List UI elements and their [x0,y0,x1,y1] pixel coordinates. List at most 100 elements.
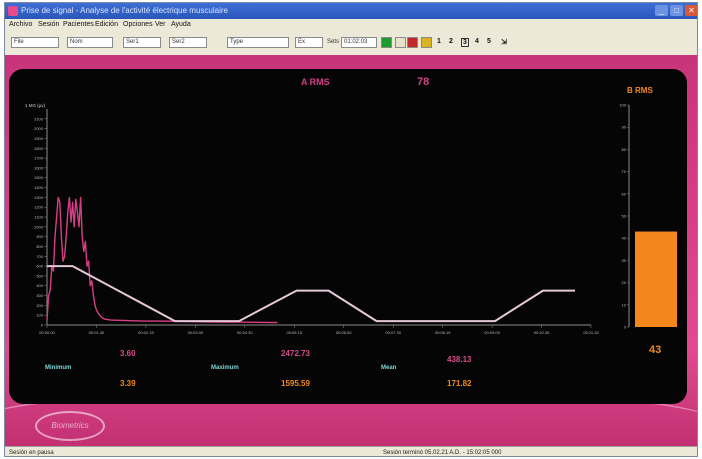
x-tick-label: 00:07.30 [385,330,401,335]
gauge-tick-label: 100 [619,103,626,108]
gauge-tick-label: 80 [622,147,627,152]
mode-select[interactable]: Ex [295,37,323,48]
stat-row1-max: 2472.73 [281,349,310,358]
sets-label: Sets [327,39,340,45]
y-tick-label: 0 [41,323,44,328]
y-tick-label: 1300 [34,195,44,200]
y-tick-label: 100 [36,313,43,318]
title-bar: Prise de signal - Analyse de l'activité … [5,3,697,19]
y-axis-label: 1 MG (µv) [25,103,46,108]
a-rms-value: 78 [417,76,429,88]
gauge-tick-label: 0 [624,325,627,330]
stat-row2-min: 3.39 [120,379,136,388]
x-tick-label: 00:10.30 [534,330,550,335]
x-tick-label: 00:09.00 [484,330,500,335]
y-tick-label: 200 [36,303,43,308]
y-tick-label: 1000 [34,224,44,229]
gauge-tick-label: 10 [622,302,627,307]
gauge-tick-label: 60 [622,191,627,196]
menu-edicion[interactable]: Edición [95,21,118,28]
y-tick-label: 400 [36,283,43,288]
gauge-tick-label: 50 [622,214,627,219]
stat-row1-min: 3.60 [120,349,136,358]
record-button[interactable] [421,37,432,48]
menu-bar: Archivo Sesión Pacientes Edición Opcione… [5,19,697,31]
gauge-tick-label: 40 [622,236,627,241]
x-tick-label: 00:08.15 [435,330,451,335]
sets-field[interactable]: 01:02:03 [341,37,377,48]
stop-button[interactable] [407,37,418,48]
gauge-bar [635,231,677,327]
series1-field[interactable]: Ser1 [123,37,161,48]
channel-2-button[interactable]: 2 [449,38,453,45]
channel-1-button[interactable]: 1 [437,38,441,45]
close-button[interactable]: ✕ [685,5,697,16]
play-button[interactable] [381,37,392,48]
name-field[interactable]: Nom [67,37,113,48]
x-tick-label: 00:05.15 [286,330,302,335]
y-tick-label: 1600 [34,165,44,170]
menu-ayuda[interactable]: Ayuda [171,21,191,28]
gauge-value-label: 43 [649,344,661,356]
y-tick-label: 1500 [34,175,44,180]
chart-panel: A RMS 78 B RMS 1 MG (µv) 0 100 200 300 400 500 60… [9,69,687,404]
y-tick-label: 500 [36,273,43,278]
x-tick-label: 00:00.00 [39,330,55,335]
file-field[interactable]: File [11,37,59,48]
y-tick-label: 800 [36,244,43,249]
minimize-button[interactable]: _ [655,5,668,16]
y-tick-label: 600 [36,264,43,269]
channel-5-button[interactable]: 5 [487,38,491,45]
x-tick-label: 00:02.15 [138,330,154,335]
gauge-tick-label: 90 [622,125,627,130]
y-tick-label: 1800 [34,146,44,151]
status-center: Sesión terminó 05.02.21 A.D. - 15:02:05 … [383,450,502,456]
y-tick-label: 1100 [34,215,43,220]
window-title: Prise de signal - Analyse de l'activité … [21,6,228,15]
y-tick-label: 1400 [34,185,44,190]
y-tick-label: 2100 [34,116,44,121]
menu-opciones[interactable]: Opciones [123,21,153,28]
stat-row2-max: 1595.59 [281,379,310,388]
label-minimum: Minimum [45,365,72,371]
stat-row1-mean: 438.13 [447,355,472,364]
x-tick-label: 00:04.30 [237,330,253,335]
x-tick-label: 00:06.00 [336,330,352,335]
status-left: Sesión en pausa [9,450,54,456]
y-tick-label: 1200 [34,205,44,210]
y-tick-label: 900 [36,234,43,239]
menu-ver[interactable]: Ver [155,21,166,28]
b-rms-label: B RMS [627,86,653,95]
label-maximum: Maximum [211,365,239,371]
pin-icon[interactable]: ⇲ [501,39,507,46]
x-tick-label: 00:11.15 [583,330,599,335]
stat-row2-mean: 171.82 [447,379,472,388]
series2-field[interactable]: Ser2 [169,37,207,48]
y-tick-label: 300 [36,293,43,298]
label-mean: Mean [381,365,397,371]
brand-logo: Biometrics [35,411,105,441]
y-tick-label: 2000 [34,126,44,131]
gauge-tick-label: 20 [622,280,627,285]
toolbar: File Nom Ser1 Ser2 Type Ex Sets 01:02:03… [5,31,697,56]
status-bar: Sesión en pausa Sesión terminó 05.02.21 … [5,446,697,456]
series-template [47,265,575,323]
menu-pacientes[interactable]: Pacientes [63,21,94,28]
x-tick-label: 00:01.30 [89,330,105,335]
type-select[interactable]: Type [227,37,289,48]
a-rms-label: A RMS [301,77,330,87]
menu-archivo[interactable]: Archivo [9,21,33,28]
main-area: A RMS 78 B RMS 1 MG (µv) 0 100 200 300 400 500 60… [5,55,697,446]
app-icon [8,6,18,16]
gauge-tick-label: 70 [622,169,627,174]
maximize-button[interactable]: □ [670,5,683,16]
y-tick-label: 1700 [34,156,44,161]
emg-chart: A RMS 78B RMS 1 MG (µv)010020030040050060… [25,76,677,356]
channel-3-button[interactable]: 3 [461,38,469,47]
grid-button[interactable] [395,37,406,48]
series-emg [46,196,278,324]
menu-sesion[interactable]: Sesión [38,21,60,28]
channel-4-button[interactable]: 4 [475,38,479,45]
app-window: Prise de signal - Analyse de l'activité … [4,2,698,457]
y-tick-label: 1900 [34,136,44,141]
